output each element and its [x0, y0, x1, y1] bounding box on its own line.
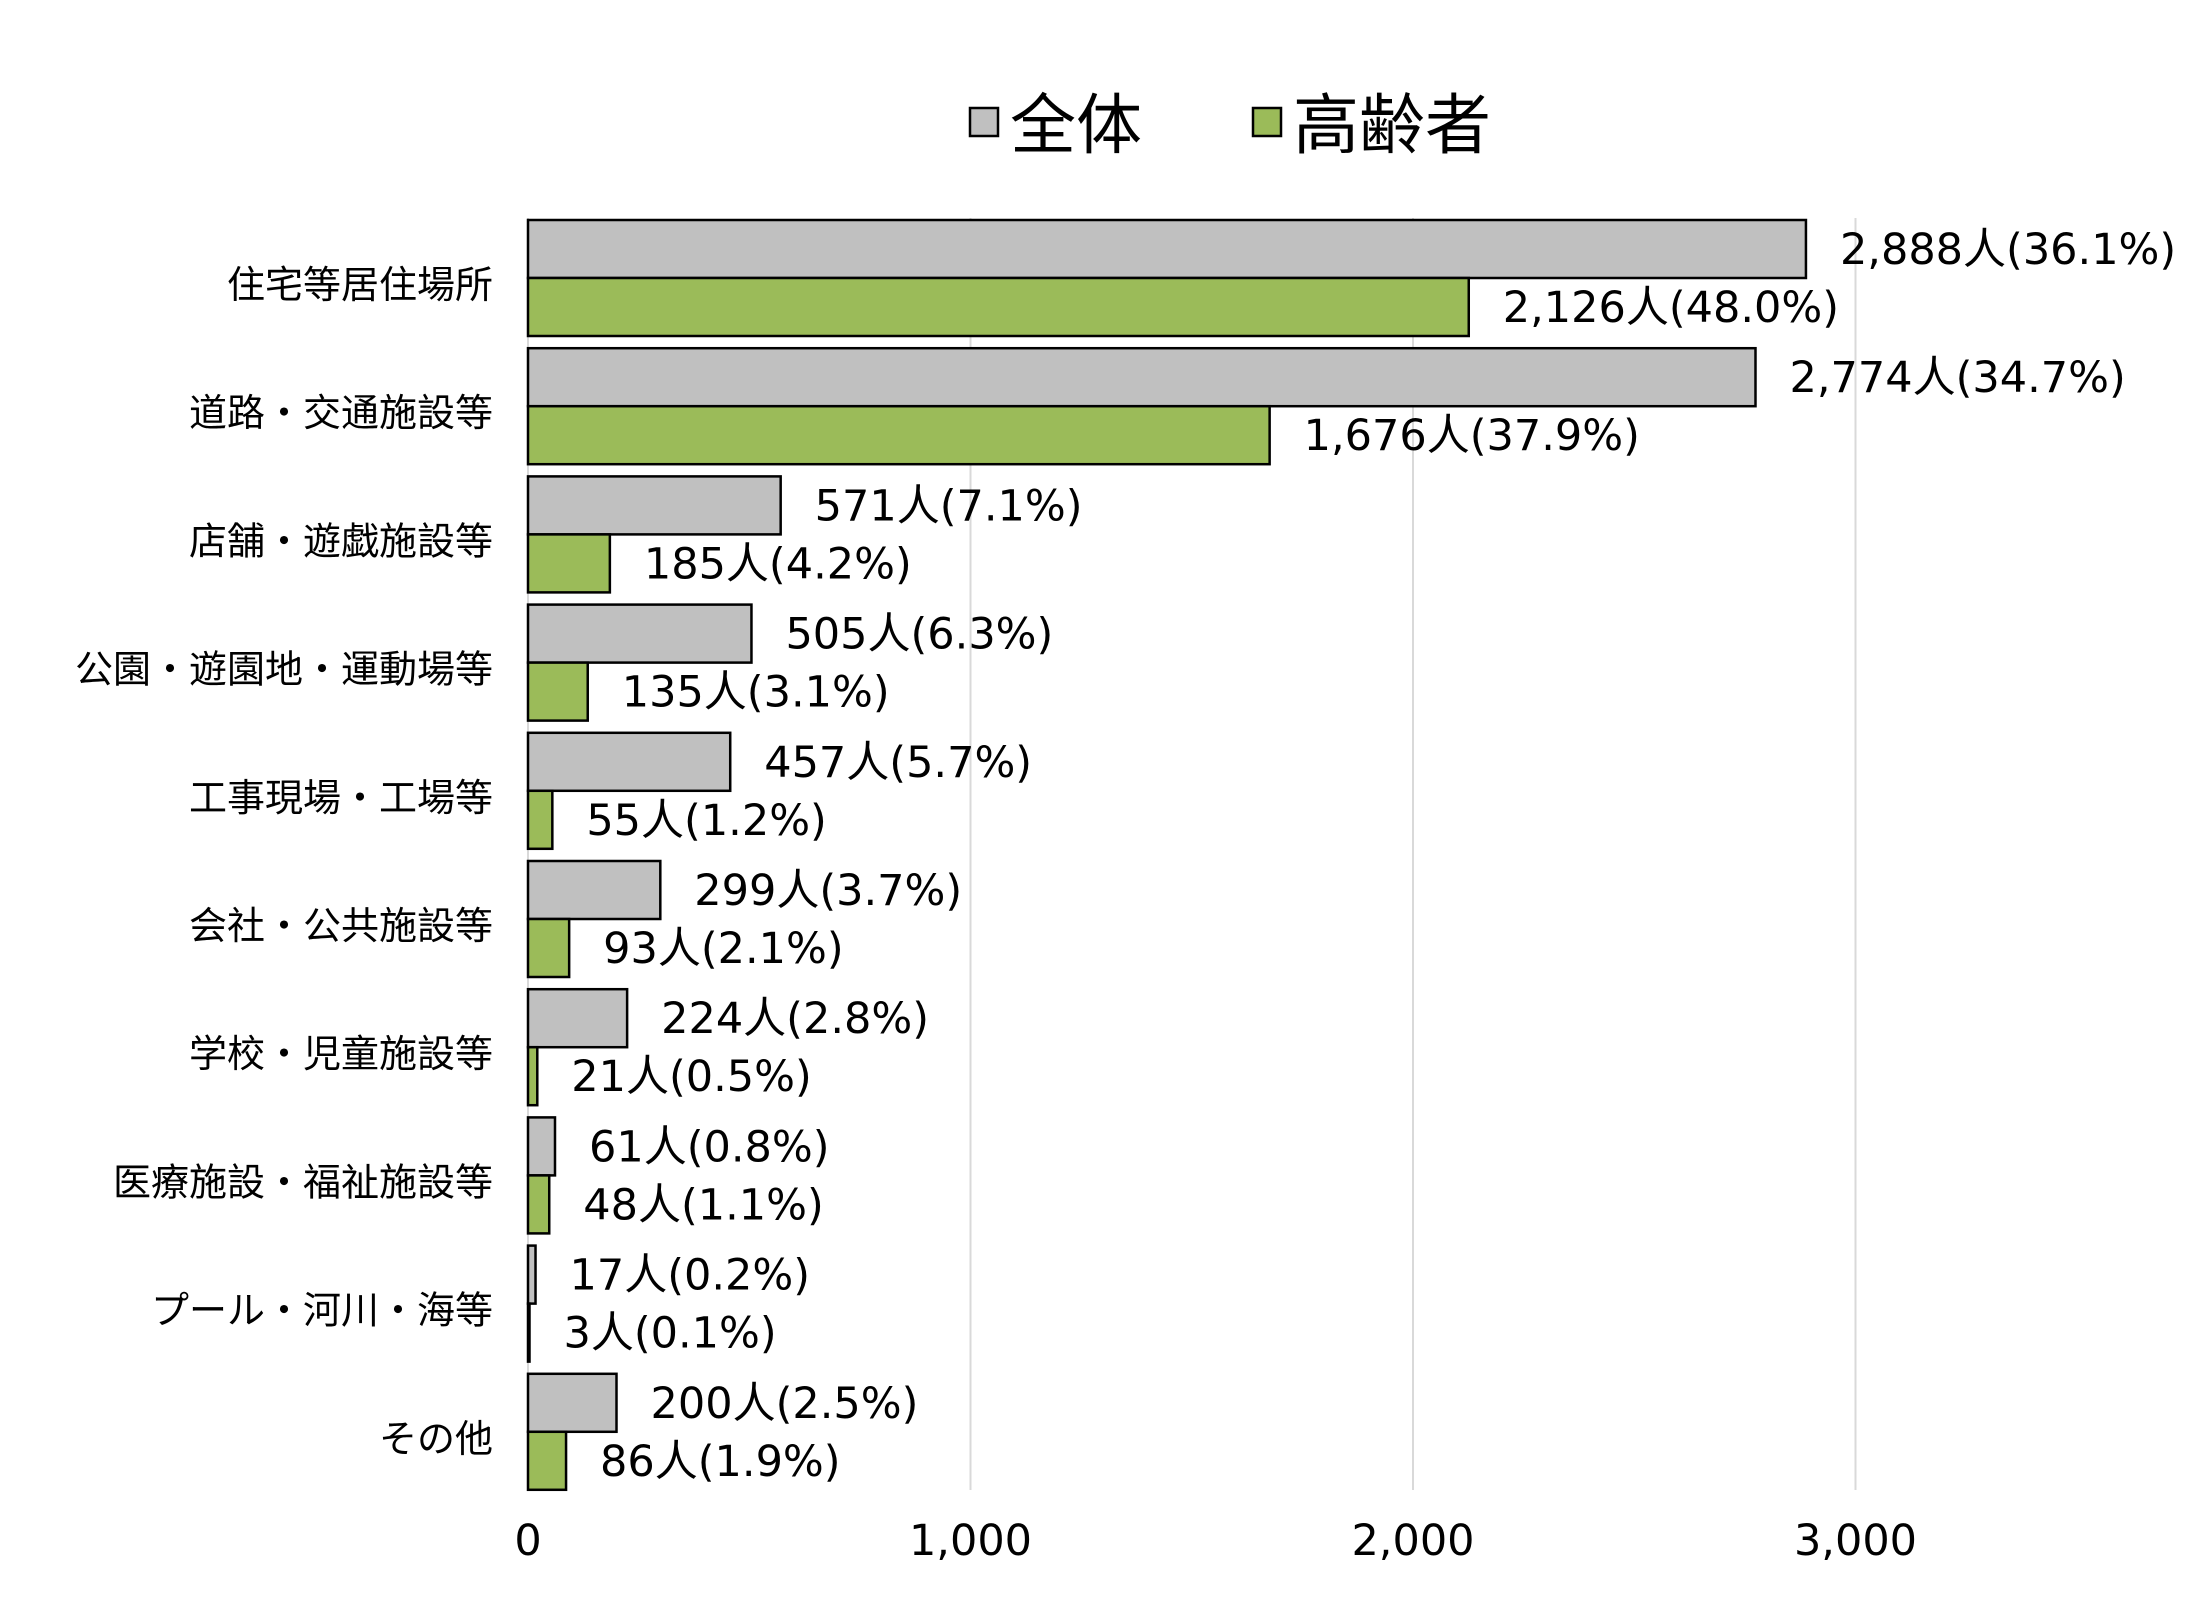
- data-label: 571人(7.1%): [815, 481, 1083, 531]
- data-label: 200人(2.5%): [651, 1379, 919, 1429]
- category-label: その他: [379, 1417, 493, 1461]
- data-label: 224人(2.8%): [661, 994, 929, 1044]
- x-tick-label: 0: [514, 1516, 541, 1566]
- data-label: 93人(2.1%): [603, 924, 844, 974]
- bars: [526, 218, 1808, 1492]
- bar: [526, 533, 612, 594]
- category-label: 住宅等居住場所: [227, 263, 493, 307]
- bar: [526, 661, 589, 722]
- x-tick-label: 3,000: [1794, 1516, 1917, 1566]
- legend-swatch: [968, 106, 1000, 138]
- category-label: 学校・児童施設等: [189, 1032, 493, 1076]
- bar: [526, 404, 1271, 466]
- data-label: 86人(1.9%): [600, 1437, 841, 1487]
- data-label: 505人(6.3%): [785, 610, 1053, 660]
- data-label: 2,774人(34.7%): [1789, 353, 2125, 403]
- data-label: 21人(0.5%): [571, 1052, 812, 1102]
- bar: [526, 218, 1808, 280]
- data-label: 61人(0.8%): [589, 1122, 830, 1172]
- bar: [526, 1244, 537, 1305]
- category-label: 店舗・遊戯施設等: [189, 519, 493, 563]
- data-label: 299人(3.7%): [694, 866, 962, 916]
- bar: [526, 731, 732, 793]
- bar: [526, 1116, 557, 1177]
- data-label: 1,676人(37.9%): [1304, 411, 1640, 461]
- bar: [526, 1174, 551, 1235]
- bar: [526, 475, 782, 536]
- category-label: 公園・遊園地・運動場等: [75, 648, 493, 692]
- category-label: 会社・公共施設等: [189, 904, 493, 948]
- bar: [526, 859, 662, 921]
- legend-swatch: [1251, 106, 1283, 138]
- data-label: 3人(0.1%): [564, 1309, 777, 1359]
- bar: [526, 276, 1471, 338]
- bar: [526, 1302, 531, 1363]
- legend-label: 全体: [1010, 87, 1142, 164]
- data-label: 48人(1.1%): [583, 1180, 824, 1230]
- data-label: 185人(4.2%): [644, 539, 912, 589]
- bar: [526, 917, 571, 979]
- category-label: 道路・交通施設等: [189, 391, 493, 435]
- category-label: プール・河川・海等: [151, 1289, 493, 1333]
- bar: [526, 346, 1757, 408]
- data-label: 457人(5.7%): [764, 738, 1032, 788]
- bar: [526, 1372, 618, 1434]
- legend-label: 高齢者: [1293, 87, 1491, 164]
- labels: 0 1,000 2,000 3,000 住宅等居住場所 2,888人(36.1%)2,12…: [75, 225, 2176, 1566]
- legend: 全体 高齢者: [968, 87, 1491, 164]
- data-label: 2,126人(48.0%): [1503, 283, 1839, 333]
- data-label: 17人(0.2%): [570, 1251, 811, 1301]
- category-label: 医療施設・福祉施設等: [113, 1160, 493, 1204]
- category-label: 工事現場・工場等: [189, 776, 493, 820]
- bar: [526, 603, 753, 664]
- bar: [526, 1045, 539, 1107]
- bar: [526, 789, 554, 851]
- x-tick-label: 2,000: [1351, 1516, 1474, 1566]
- data-label: 135人(3.1%): [622, 668, 890, 718]
- bar: [526, 987, 629, 1049]
- data-label: 55人(1.2%): [586, 796, 827, 846]
- x-tick-label: 1,000: [909, 1516, 1032, 1566]
- data-label: 2,888人(36.1%): [1840, 225, 2176, 275]
- bar: [526, 1430, 568, 1492]
